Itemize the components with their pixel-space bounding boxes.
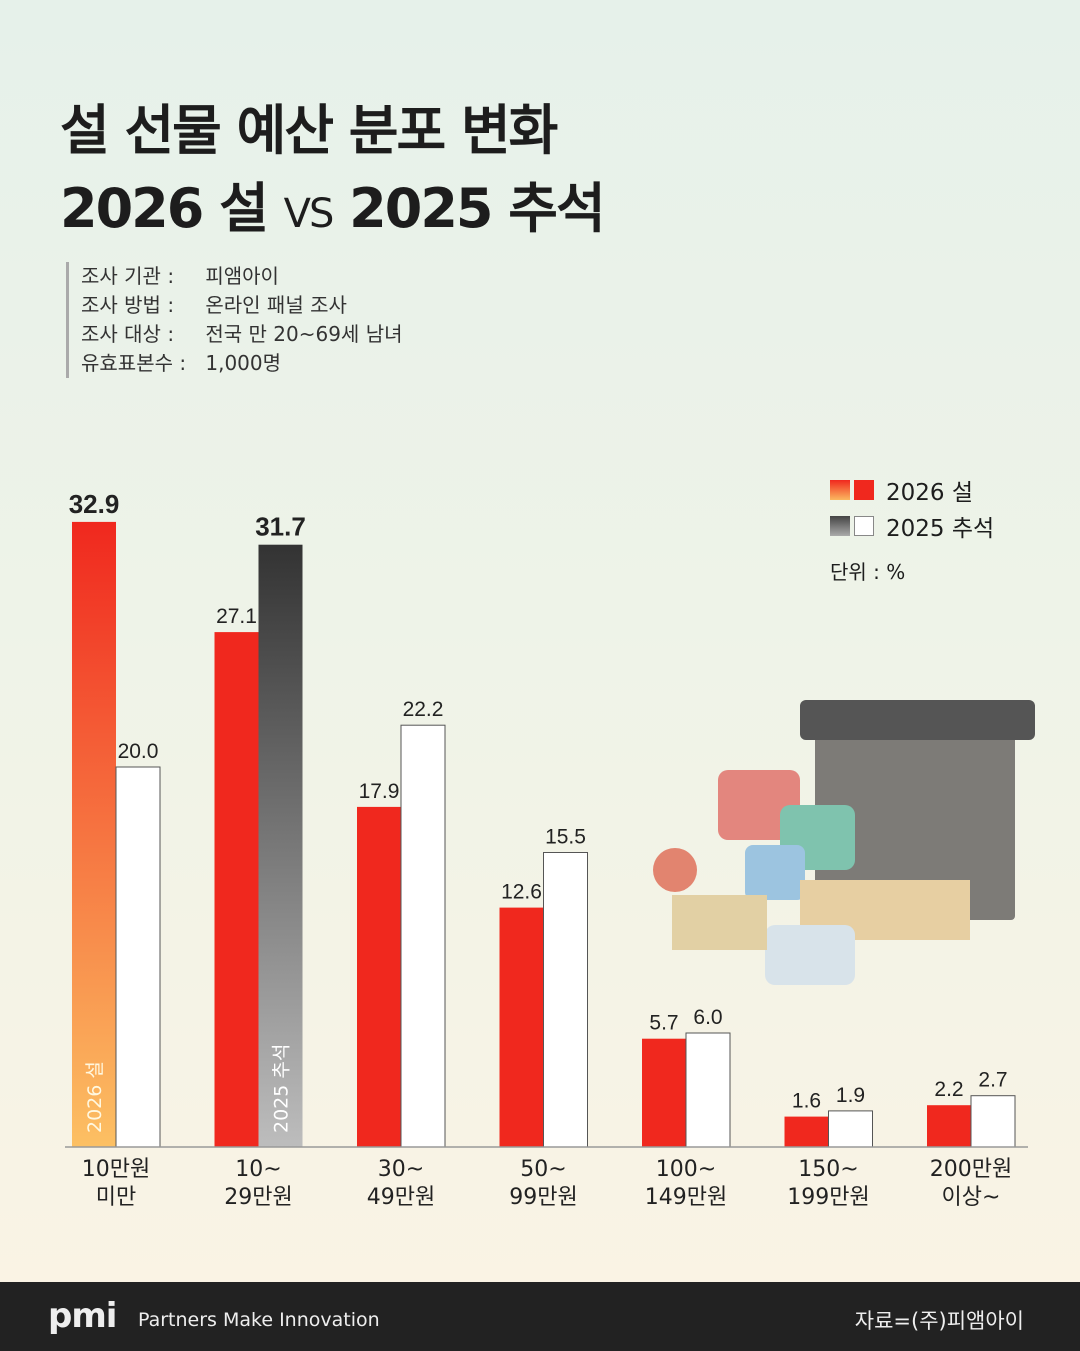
legend-label: 2026 설 — [886, 480, 974, 506]
value-label: 17.9 — [359, 780, 400, 803]
value-label: 15.5 — [545, 826, 586, 849]
legend-item-2026: 2026 설 — [830, 472, 994, 508]
survey-value: 전국 만 20~69세 남녀 — [205, 322, 403, 346]
survey-row: 조사 대상 : 전국 만 20~69세 남녀 — [81, 320, 403, 349]
tagline: Partners Make Innovation — [138, 1309, 380, 1331]
survey-value: 피앰아이 — [205, 264, 279, 288]
bar-2026 — [784, 1116, 829, 1147]
category-label: 29만원 — [224, 1185, 292, 1210]
value-label: 1.9 — [836, 1084, 865, 1107]
bar-2025 — [115, 766, 161, 1148]
category-label: 10~ — [235, 1157, 281, 1182]
category-label: 50~ — [520, 1157, 566, 1182]
value-label: 31.7 — [255, 512, 306, 542]
title-line1: 설 선물 예산 분포 변화 — [60, 99, 558, 162]
title-2025: 2025 추석 — [349, 177, 605, 240]
value-label: 12.6 — [501, 881, 542, 904]
value-label: 27.1 — [216, 605, 257, 628]
survey-key: 유효표본수 : — [81, 351, 187, 375]
category-label: 10만원 — [82, 1157, 150, 1182]
bar-2025 — [685, 1032, 731, 1148]
legend: 2026 설 2025 추석 단위 : % — [830, 472, 994, 585]
value-label: 22.2 — [403, 698, 444, 721]
bar-2025 — [400, 724, 446, 1148]
bar-2026 — [357, 806, 401, 1147]
value-label: 20.0 — [118, 740, 159, 763]
survey-row: 유효표본수 : 1,000명 — [81, 349, 403, 378]
category-label: 미만 — [96, 1185, 136, 1210]
category-label: 200만원 — [930, 1157, 1012, 1182]
pmi-logo: pmi — [48, 1296, 117, 1336]
survey-row: 조사 기관 : 피앰아이 — [81, 262, 403, 291]
legend-swatch-gradient — [830, 480, 850, 500]
bar-2026 — [642, 1038, 686, 1147]
category-label: 99만원 — [509, 1185, 577, 1210]
gift-illustration — [653, 700, 1035, 985]
legend-swatch-white — [854, 516, 874, 536]
inside-series-label: 2025 추석 — [271, 1044, 293, 1133]
survey-key: 조사 대상 : — [81, 322, 175, 346]
bar-2026 — [499, 907, 544, 1147]
bar-2025 — [828, 1110, 873, 1148]
source-label: 자료=(주)피앰아이 — [854, 1309, 1024, 1333]
title-line2: 2026 설 VS 2025 추석 — [60, 170, 606, 253]
category-label: 이상~ — [942, 1185, 1001, 1210]
bar-2026 — [214, 632, 259, 1147]
value-label: 32.9 — [69, 489, 120, 519]
value-label: 5.7 — [649, 1012, 678, 1035]
survey-value: 온라인 패널 조사 — [205, 293, 347, 317]
value-label: 1.6 — [792, 1090, 821, 1113]
value-label: 2.2 — [934, 1078, 963, 1101]
survey-key: 조사 기관 : — [81, 264, 175, 288]
title-2026: 2026 설 — [60, 177, 269, 240]
value-label: 6.0 — [693, 1006, 722, 1029]
category-label: 100~ — [656, 1157, 716, 1182]
category-label: 149만원 — [645, 1185, 727, 1210]
legend-item-2025: 2025 추석 — [830, 508, 994, 544]
bar-2025 — [258, 544, 303, 1147]
unit-label: 단위 : % — [830, 560, 906, 584]
legend-swatch-red — [854, 480, 874, 500]
survey-info: 조사 기관 : 피앰아이 조사 방법 : 온라인 패널 조사 조사 대상 : 전… — [66, 262, 403, 378]
survey-key: 조사 방법 : — [81, 293, 175, 317]
footer: pmi Partners Make Innovation 자료=(주)피앰아이 — [0, 1282, 1080, 1351]
bar-2025 — [543, 852, 588, 1148]
page-title: 설 선물 예산 분포 변화 2026 설 VS 2025 추석 — [60, 92, 606, 253]
survey-value: 1,000명 — [205, 351, 282, 375]
survey-row: 조사 방법 : 온라인 패널 조사 — [81, 291, 403, 320]
category-label: 150~ — [798, 1157, 858, 1182]
title-vs: VS — [283, 191, 335, 237]
bar-2026 — [927, 1105, 971, 1147]
legend-label: 2025 추석 — [886, 516, 995, 542]
category-label: 199만원 — [787, 1185, 869, 1210]
bar-2025 — [970, 1095, 1016, 1148]
category-label: 49만원 — [367, 1185, 435, 1210]
category-label: 30~ — [378, 1157, 424, 1182]
bar-2026 — [72, 521, 116, 1147]
value-label: 2.7 — [978, 1069, 1007, 1092]
legend-swatch-gray — [830, 516, 850, 536]
inside-series-label: 2026 설 — [84, 1061, 106, 1133]
